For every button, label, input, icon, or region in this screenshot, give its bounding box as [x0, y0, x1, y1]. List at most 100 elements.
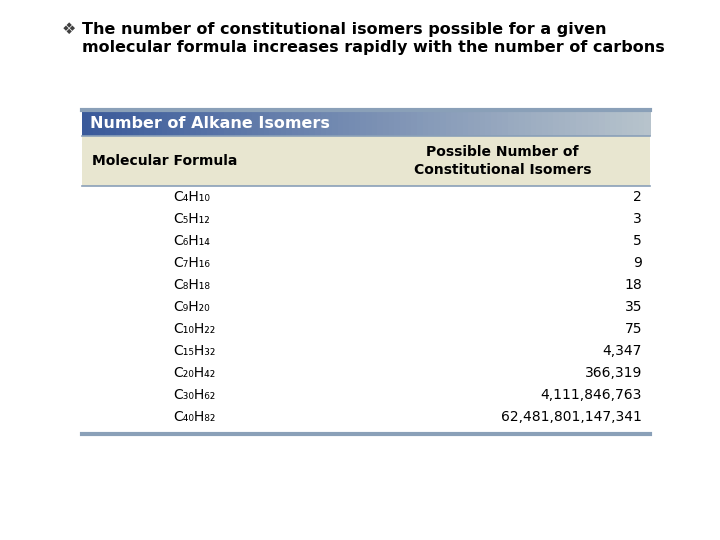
Bar: [167, 110, 174, 136]
Bar: [605, 110, 611, 136]
Text: 75: 75: [624, 322, 642, 336]
Bar: [150, 110, 156, 136]
Bar: [548, 110, 554, 136]
Bar: [383, 110, 390, 136]
Bar: [332, 110, 338, 136]
Bar: [173, 110, 179, 136]
Bar: [457, 110, 463, 136]
Text: 35: 35: [624, 300, 642, 314]
Bar: [99, 110, 105, 136]
Text: C₅H₁₂: C₅H₁₂: [173, 212, 210, 226]
Bar: [446, 110, 451, 136]
Bar: [372, 110, 378, 136]
Bar: [207, 110, 213, 136]
Bar: [156, 110, 162, 136]
Bar: [298, 110, 304, 136]
Text: C₄₀H₈₂: C₄₀H₈₂: [173, 410, 215, 424]
Text: C₂₀H₄₂: C₂₀H₄₂: [173, 366, 215, 380]
Text: C₁₀H₂₂: C₁₀H₂₂: [173, 322, 215, 336]
Bar: [519, 110, 526, 136]
Bar: [326, 110, 333, 136]
Bar: [202, 110, 207, 136]
Bar: [355, 110, 361, 136]
Bar: [588, 110, 594, 136]
Bar: [116, 110, 122, 136]
Bar: [593, 110, 599, 136]
Bar: [235, 110, 241, 136]
Bar: [389, 110, 395, 136]
Bar: [377, 110, 384, 136]
Text: C₇H₁₆: C₇H₁₆: [173, 256, 210, 270]
Bar: [253, 110, 258, 136]
Bar: [343, 110, 349, 136]
Text: 2: 2: [634, 190, 642, 204]
Bar: [627, 110, 634, 136]
Bar: [451, 110, 457, 136]
Bar: [474, 110, 480, 136]
Bar: [275, 110, 282, 136]
Bar: [82, 110, 88, 136]
Bar: [269, 110, 276, 136]
Text: 4,111,846,763: 4,111,846,763: [541, 388, 642, 402]
Bar: [281, 110, 287, 136]
Bar: [468, 110, 474, 136]
Bar: [406, 110, 412, 136]
Bar: [320, 110, 327, 136]
Bar: [633, 110, 639, 136]
Bar: [576, 110, 582, 136]
Bar: [531, 110, 537, 136]
Bar: [417, 110, 423, 136]
Bar: [400, 110, 406, 136]
Text: 62,481,801,147,341: 62,481,801,147,341: [501, 410, 642, 424]
Bar: [570, 110, 577, 136]
Bar: [304, 110, 310, 136]
Bar: [338, 110, 343, 136]
Text: 9: 9: [633, 256, 642, 270]
Text: C₈H₁₈: C₈H₁₈: [173, 278, 210, 292]
Bar: [264, 110, 270, 136]
Text: 4,347: 4,347: [603, 344, 642, 358]
Bar: [161, 110, 168, 136]
Bar: [122, 110, 128, 136]
Bar: [218, 110, 225, 136]
Text: C₁₅H₃₂: C₁₅H₃₂: [173, 344, 215, 358]
Text: The number of constitutional isomers possible for a given: The number of constitutional isomers pos…: [82, 22, 606, 37]
Bar: [536, 110, 543, 136]
Text: 5: 5: [634, 234, 642, 248]
Bar: [315, 110, 321, 136]
Text: ❖: ❖: [62, 22, 76, 37]
Bar: [440, 110, 446, 136]
Bar: [88, 110, 94, 136]
Bar: [292, 110, 298, 136]
Bar: [508, 110, 514, 136]
Bar: [462, 110, 469, 136]
Bar: [224, 110, 230, 136]
Bar: [287, 110, 292, 136]
Bar: [179, 110, 185, 136]
Bar: [360, 110, 366, 136]
Text: Number of Alkane Isomers: Number of Alkane Isomers: [90, 116, 330, 131]
Bar: [190, 110, 196, 136]
Text: C₄H₁₀: C₄H₁₀: [173, 190, 210, 204]
Text: 366,319: 366,319: [585, 366, 642, 380]
Bar: [564, 110, 571, 136]
Bar: [423, 110, 429, 136]
Bar: [616, 110, 622, 136]
Text: molecular formula increases rapidly with the number of carbons: molecular formula increases rapidly with…: [82, 40, 665, 55]
Bar: [503, 110, 508, 136]
Bar: [639, 110, 645, 136]
Bar: [582, 110, 588, 136]
Bar: [611, 110, 616, 136]
Bar: [196, 110, 202, 136]
Bar: [241, 110, 247, 136]
Bar: [599, 110, 605, 136]
Bar: [110, 110, 117, 136]
Bar: [542, 110, 548, 136]
Bar: [434, 110, 441, 136]
Bar: [82, 136, 650, 186]
Bar: [94, 110, 99, 136]
Bar: [491, 110, 497, 136]
Bar: [247, 110, 253, 136]
Bar: [127, 110, 134, 136]
Text: Possible Number of
Constitutional Isomers: Possible Number of Constitutional Isomer…: [413, 145, 591, 177]
